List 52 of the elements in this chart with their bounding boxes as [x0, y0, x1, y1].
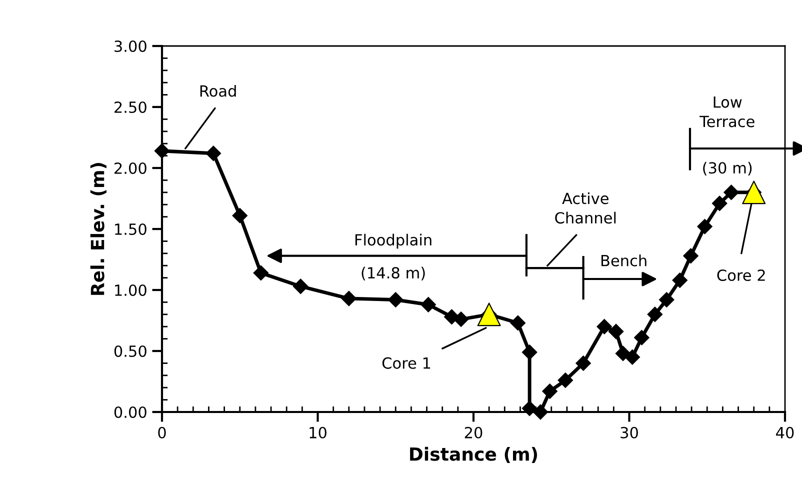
point — [659, 292, 674, 308]
point — [624, 350, 640, 365]
annotation: Active Channel — [555, 192, 616, 224]
point — [453, 312, 469, 327]
point — [253, 265, 268, 280]
annotation: (30 m) — [703, 162, 752, 176]
y-tick-label: 1.50 — [115, 223, 146, 236]
point — [510, 315, 526, 331]
point — [683, 248, 698, 264]
annotation: Low Terrace — [700, 96, 754, 128]
y-tick-label: 0.00 — [114, 406, 146, 418]
point — [206, 146, 221, 161]
point — [596, 319, 612, 334]
point — [558, 372, 573, 388]
point — [647, 306, 663, 322]
point — [608, 324, 624, 340]
x-tick-label: 30 — [620, 426, 638, 438]
x-tick-label: 20 — [464, 426, 482, 438]
point — [477, 302, 501, 326]
point — [532, 404, 548, 420]
y-tick-label: 3.00 — [114, 40, 146, 52]
y-tick-label: 2.00 — [114, 162, 146, 174]
annotation: Floodplain — [355, 234, 432, 249]
point — [522, 400, 538, 416]
y-tick-label: 1.00 — [115, 284, 146, 296]
annotation: Bench — [601, 254, 646, 266]
y-tick-label: 0.50 — [114, 345, 146, 358]
point — [542, 384, 558, 399]
annotation: Core 2 — [717, 269, 765, 282]
x-axis-title: Distance (m) — [410, 446, 538, 464]
y-tick-label: 2.50 — [114, 101, 146, 114]
x-tick-label: 40 — [776, 426, 794, 438]
point — [341, 290, 356, 306]
annotation: Road — [200, 84, 236, 97]
point — [672, 272, 688, 288]
point — [724, 184, 739, 200]
point — [420, 297, 436, 312]
point — [522, 344, 538, 360]
annotation: (14.8 m) — [362, 266, 425, 280]
point — [576, 356, 591, 371]
x-tick-label: 10 — [310, 426, 326, 438]
y-axis-title: Rel. Elev. (m) — [90, 163, 106, 295]
x-tick-label: 0 — [158, 426, 166, 438]
point — [154, 143, 170, 158]
annotation: Core 1 — [382, 357, 430, 369]
point — [697, 218, 712, 234]
point — [712, 196, 728, 211]
point — [232, 208, 248, 224]
point — [293, 278, 308, 294]
point — [742, 180, 766, 204]
point — [388, 292, 404, 308]
point — [634, 330, 650, 346]
